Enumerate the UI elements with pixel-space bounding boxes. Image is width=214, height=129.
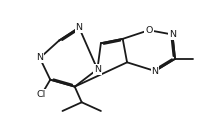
- Text: N: N: [36, 54, 43, 62]
- Text: N: N: [94, 65, 101, 74]
- Text: N: N: [169, 30, 176, 39]
- Text: O: O: [145, 26, 153, 35]
- Text: N: N: [152, 67, 159, 75]
- Text: N: N: [76, 23, 83, 32]
- Text: Cl: Cl: [37, 90, 46, 99]
